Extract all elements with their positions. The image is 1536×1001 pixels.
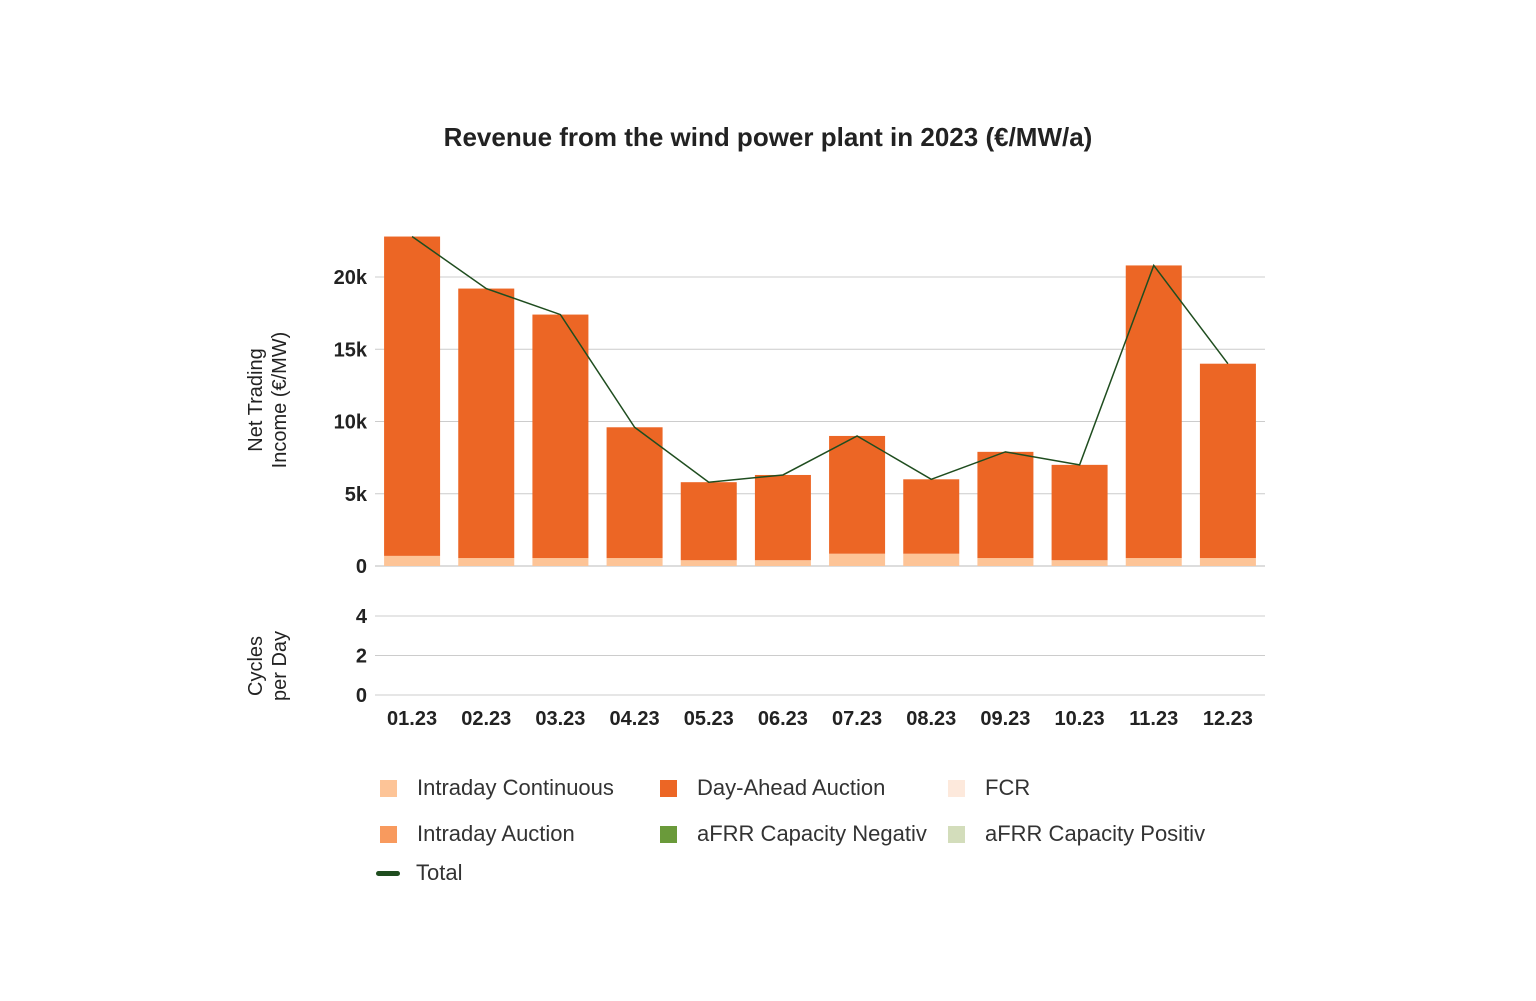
bar-intraday-continuous (1051, 560, 1108, 566)
chart-title: Revenue from the wind power plant in 202… (443, 122, 1093, 152)
legend-label: aFRR Capacity Positiv (985, 821, 1206, 846)
bar-day-ahead-auction (1125, 265, 1182, 559)
y2-tick-label: 2 (356, 646, 367, 668)
bar-day-ahead-auction (829, 435, 886, 554)
y-tick-label: 5k (345, 484, 368, 506)
legend-swatch (380, 825, 397, 843)
bar-intraday-continuous (754, 560, 811, 566)
y-tick-label: 15k (334, 339, 368, 361)
x-tick-label: 08.23 (906, 708, 956, 730)
y-axis-label: Net Trading (245, 348, 267, 451)
bar-intraday-continuous (680, 560, 737, 566)
x-tick-label: 06.23 (758, 708, 808, 730)
legend-item: aFRR Capacity Positiv (948, 821, 1205, 847)
x-tick-label: 04.23 (610, 708, 660, 730)
total-line (411, 235, 1229, 483)
legend-item: Intraday Auction (380, 821, 575, 847)
legend-item: Day-Ahead Auction (660, 775, 885, 801)
legend-label: Day-Ahead Auction (697, 775, 886, 800)
bar-day-ahead-auction (606, 427, 663, 559)
legend-line-swatch (376, 870, 400, 876)
bar-intraday-continuous (606, 558, 663, 566)
legend-label: FCR (985, 775, 1031, 800)
y2-tick-label: 4 (356, 606, 368, 628)
bar-intraday-continuous (1199, 558, 1256, 566)
bar-intraday-continuous (977, 558, 1034, 566)
legend-label: Intraday Continuous (417, 775, 614, 800)
bar-day-ahead-auction (458, 288, 515, 559)
bar-day-ahead-auction (680, 482, 737, 561)
bar-intraday-continuous (903, 553, 960, 566)
bar-intraday-continuous (384, 555, 441, 566)
legend-item: aFRR Capacity Negativ (660, 821, 927, 847)
x-tick-label: 03.23 (535, 708, 585, 730)
x-tick-label: 05.23 (684, 708, 734, 730)
bar-day-ahead-auction (903, 479, 960, 554)
legend-swatch (948, 825, 965, 843)
y2-tick-label: 0 (356, 685, 367, 707)
legend-label: Total (416, 860, 463, 885)
legend-item: Intraday Continuous (380, 775, 614, 801)
legend-item: FCR (948, 775, 1030, 801)
bar-intraday-continuous (829, 553, 886, 566)
bar-day-ahead-auction (532, 314, 589, 559)
legend-swatch (380, 779, 397, 797)
legend-swatch (660, 825, 677, 843)
y-axis-label: Income (€/MW) (269, 332, 291, 469)
x-tick-label: 02.23 (461, 708, 511, 730)
x-tick-label: 11.23 (1129, 708, 1178, 730)
y2-axis-label: Cycles (245, 636, 267, 696)
bar-day-ahead-auction (977, 451, 1034, 559)
legend-swatch (948, 779, 965, 797)
legend-label: aFRR Capacity Negativ (697, 821, 927, 846)
bar-day-ahead-auction (754, 474, 811, 561)
bar-intraday-continuous (532, 558, 589, 566)
legend-swatch (660, 779, 677, 797)
x-tick-label: 07.23 (832, 708, 882, 730)
bar-day-ahead-auction (384, 236, 441, 556)
y-tick-label: 20k (334, 267, 368, 289)
bar-day-ahead-auction (1199, 363, 1256, 559)
bar-intraday-continuous (458, 558, 515, 566)
y-tick-label: 0 (356, 556, 367, 578)
y-tick-label: 10k (334, 412, 368, 434)
bar-intraday-continuous (1125, 558, 1182, 566)
x-tick-label: 10.23 (1055, 708, 1105, 730)
y2-axis-label: per Day (269, 631, 291, 701)
x-tick-label: 09.23 (980, 708, 1030, 730)
x-tick-label: 01.23 (387, 708, 437, 730)
legend-label: Intraday Auction (417, 821, 575, 846)
legend-item-total: Total (376, 860, 462, 886)
bar-day-ahead-auction (1051, 464, 1108, 561)
x-tick-label: 12.23 (1203, 708, 1253, 730)
